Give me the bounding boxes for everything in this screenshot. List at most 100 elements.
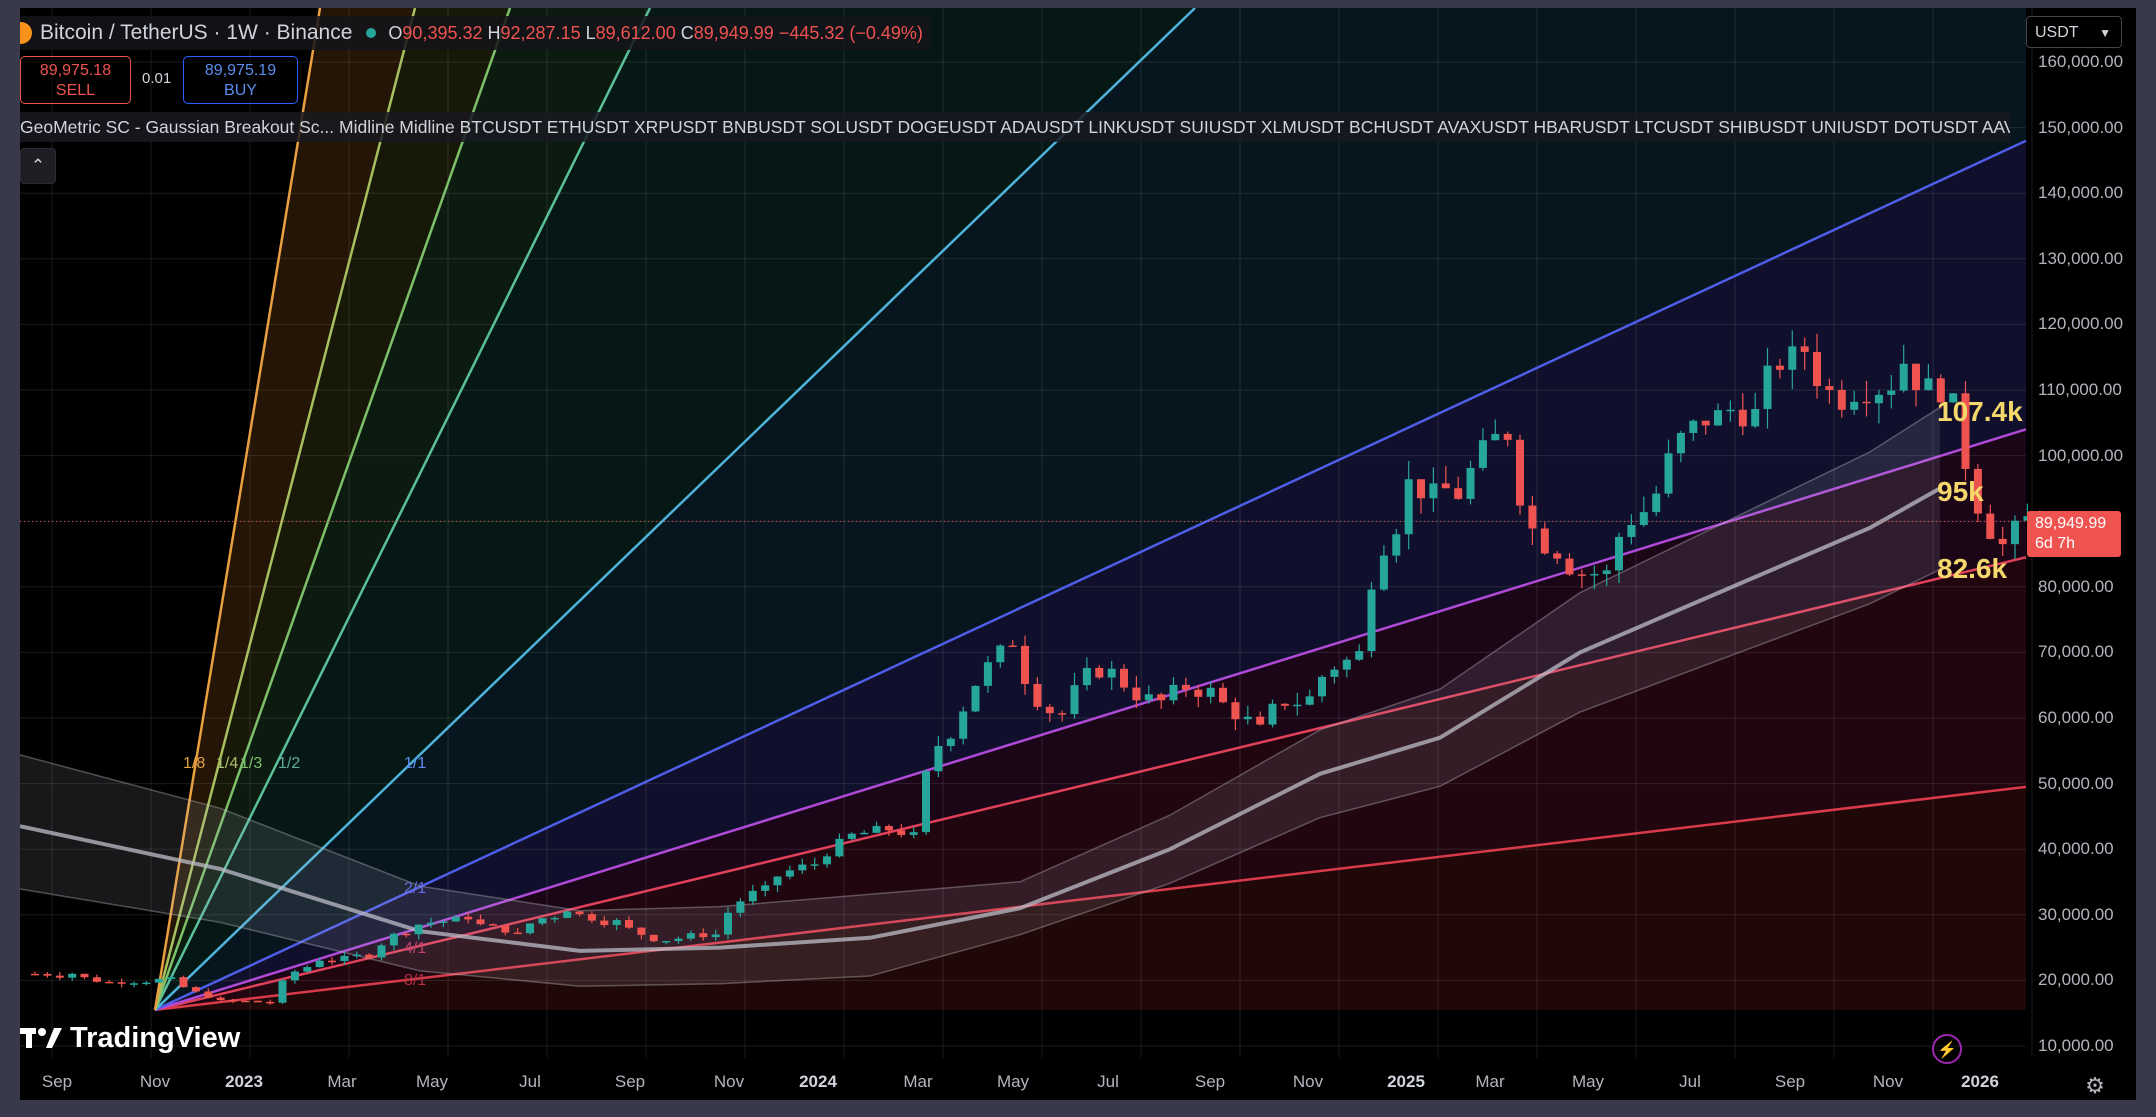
candle-body <box>142 982 151 985</box>
candle-body <box>1763 365 1772 410</box>
candle-body <box>427 922 435 925</box>
candle-body <box>983 662 992 686</box>
fan-line-1-8 <box>153 8 322 1011</box>
candle-body <box>1899 363 1908 391</box>
candle-body <box>1540 528 1549 554</box>
candle-body <box>1243 716 1252 720</box>
branding-text: TradingView <box>70 1021 241 1054</box>
price-tick-label: 150,000.00 <box>2038 117 2124 137</box>
symbol-title[interactable]: Bitcoin / TetherUS · 1W · Binance <box>40 21 353 44</box>
candle-body <box>253 1000 262 1003</box>
fan-line-2-1 <box>154 428 2027 1012</box>
level-lower-label: 82.6k <box>1937 553 2008 584</box>
candle-body <box>1392 534 1401 556</box>
fan-label-1-8: 1/8 <box>183 755 206 772</box>
candle-body <box>1627 525 1636 537</box>
candle-body <box>575 911 584 915</box>
candle-body <box>303 967 312 972</box>
candle-body <box>1045 706 1054 714</box>
level-upper-label: 107.4k <box>1937 396 2023 427</box>
candle-body <box>1961 393 1970 469</box>
indicator-legend[interactable]: GeoMetric SC - Gaussian Breakout Sc... M… <box>20 112 2010 142</box>
time-tick-label: May <box>1571 1072 1605 1091</box>
currency-select[interactable]: USDT ▼ <box>2026 16 2122 48</box>
candle-body <box>1256 716 1265 725</box>
time-tick-label: Mar <box>1475 1072 1505 1091</box>
candle-body <box>476 919 485 925</box>
candle-body <box>439 921 448 924</box>
candle-body <box>1491 433 1500 441</box>
time-tick-label: Nov <box>1292 1072 1324 1091</box>
candle-body <box>1887 390 1896 395</box>
chevron-up-icon[interactable]: ⌃ <box>20 148 56 184</box>
chart-pane[interactable]: Bitcoin / TetherUS · 1W · Binance O90,39… <box>20 8 2136 1100</box>
fan-label-1-1: 1/1 <box>404 755 427 772</box>
candle-body <box>1973 468 1982 514</box>
gear-icon[interactable]: ⚙ <box>2085 1073 2105 1098</box>
time-tick-label: May <box>415 1072 449 1091</box>
time-tick-label: Nov <box>139 1072 171 1091</box>
candle-body <box>1924 378 1933 391</box>
candle-body <box>798 864 807 871</box>
lightning-icon[interactable]: ⚡ <box>1932 1034 1962 1064</box>
symbol-header[interactable]: Bitcoin / TetherUS · 1W · Binance O90,39… <box>20 16 931 50</box>
candle-body <box>1231 702 1240 720</box>
candle-body <box>1157 694 1166 701</box>
tradingview-logo: TradingView <box>20 1018 240 1058</box>
candle-body <box>501 925 510 933</box>
time-tick-label: Sep <box>1774 1072 1806 1091</box>
fan-line-1-4 <box>153 8 512 1011</box>
high-value: 92,287.15 <box>500 22 581 43</box>
price-chart[interactable] <box>20 8 2136 1100</box>
fan-line-1-2 <box>154 8 1196 1011</box>
candle-body <box>278 980 287 1003</box>
price-tick-label: 10,000.00 <box>2038 1036 2114 1055</box>
candle-body <box>340 955 349 962</box>
candle-body <box>1454 488 1463 499</box>
candle-body <box>736 901 745 913</box>
candle-body <box>1553 553 1562 559</box>
price-tick-label: 20,000.00 <box>2038 970 2114 990</box>
candle-body <box>637 927 646 935</box>
close-label: C <box>680 22 694 43</box>
bitcoin-logo-icon <box>20 22 32 44</box>
sell-button[interactable]: 89,975.18 SELL <box>20 56 131 104</box>
candle-body <box>365 954 374 958</box>
tradingview-mark-icon <box>20 1024 64 1052</box>
candle-body <box>600 920 609 926</box>
fan-label-1-2: 1/2 <box>278 755 301 772</box>
candle-body <box>130 983 138 985</box>
time-tick-label: 2025 <box>1387 1072 1425 1091</box>
spread-value: 0.01 <box>142 70 172 87</box>
candle-body <box>1664 453 1673 494</box>
candle-body <box>1132 687 1141 701</box>
candle-body <box>1429 483 1438 499</box>
time-tick-label: Jul <box>1097 1072 1119 1091</box>
candle-body <box>1280 703 1289 706</box>
buy-price: 89,975.19 <box>204 62 277 79</box>
high-label: H <box>487 22 501 43</box>
candle-body <box>1986 513 1995 539</box>
price-tick-label: 70,000.00 <box>2038 642 2114 662</box>
candle-body <box>971 685 980 712</box>
candle-body <box>1441 483 1450 489</box>
candle-body <box>922 771 930 833</box>
candle-body <box>785 870 794 877</box>
candle-body <box>612 920 621 926</box>
candle-body <box>1355 651 1364 660</box>
candle-body <box>538 918 547 924</box>
time-tick-label: Mar <box>327 1072 357 1091</box>
candle-body <box>1949 393 1958 403</box>
candle-body <box>946 738 955 746</box>
candle-body <box>488 924 497 926</box>
time-tick-label: Mar <box>903 1072 933 1091</box>
candle-body <box>1652 493 1661 513</box>
candle-body <box>1577 574 1586 576</box>
candle-body <box>229 1000 237 1002</box>
gaussian-midline <box>20 486 1941 953</box>
buy-button[interactable]: 89,975.19 BUY <box>183 56 298 104</box>
price-tick-label: 140,000.00 <box>2038 183 2124 203</box>
candle-body <box>1912 363 1920 391</box>
candle-body <box>1800 346 1809 352</box>
candle-body <box>699 933 708 938</box>
